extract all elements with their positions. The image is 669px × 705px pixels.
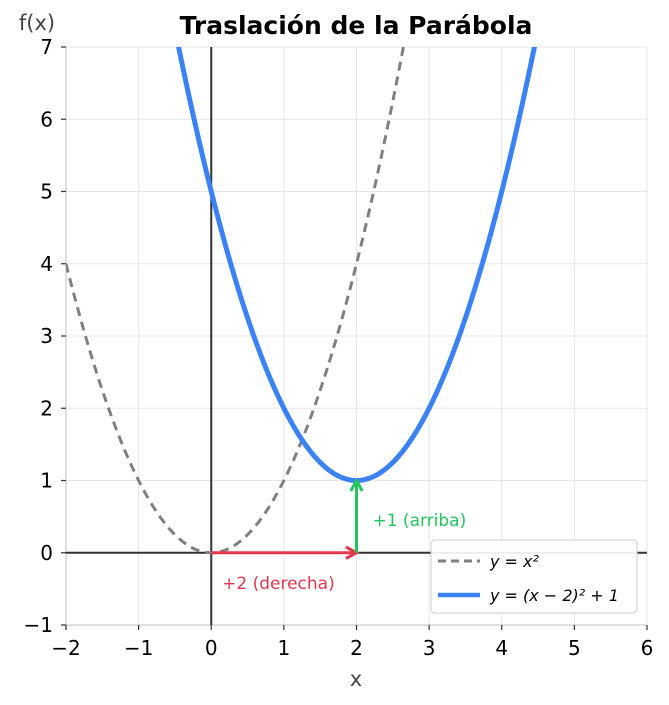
chart-title: Traslación de la Parábola bbox=[180, 11, 533, 40]
x-tick-label: 1 bbox=[278, 636, 291, 660]
y-tick-label: 0 bbox=[40, 541, 53, 565]
y-tick-label: −1 bbox=[24, 613, 53, 637]
x-tick-label: −1 bbox=[124, 636, 153, 660]
shift-up-arrow-head bbox=[349, 477, 364, 492]
y-tick-labels: −1 0 1 2 3 4 5 6 7 bbox=[24, 35, 53, 637]
legend-label-shifted: y = (x − 2)² + 1 bbox=[489, 586, 619, 605]
annotations: +2 (derecha) +1 (arriba) bbox=[211, 477, 466, 594]
x-tick-label: 3 bbox=[423, 636, 436, 660]
parent-parabola-line bbox=[66, 47, 405, 555]
x-tick-label: −2 bbox=[51, 636, 80, 660]
x-tick-label: 6 bbox=[641, 636, 654, 660]
shift-right-label: +2 (derecha) bbox=[222, 574, 335, 594]
x-tick-label: 5 bbox=[568, 636, 581, 660]
shift-up-label: +1 (arriba) bbox=[372, 511, 466, 531]
y-tick-label: 6 bbox=[40, 107, 53, 131]
y-tick-label: 2 bbox=[40, 396, 53, 420]
legend: y = x² y = (x − 2)² + 1 bbox=[430, 539, 638, 614]
x-axis-label: x bbox=[350, 667, 362, 691]
x-tick-label: 0 bbox=[205, 636, 218, 660]
y-tick-label: 7 bbox=[40, 35, 53, 59]
legend-label-parent: y = x² bbox=[489, 552, 540, 571]
y-axis-label: f(x) bbox=[19, 11, 55, 35]
y-tick-label: 4 bbox=[40, 252, 53, 276]
x-tick-label: 4 bbox=[495, 636, 508, 660]
y-tick-label: 5 bbox=[40, 180, 53, 204]
y-tick-label: 1 bbox=[40, 469, 53, 493]
y-tick-label: 3 bbox=[40, 324, 53, 348]
legend-box bbox=[430, 539, 638, 614]
x-tick-labels: −2 −1 0 1 2 3 4 5 6 bbox=[51, 636, 653, 660]
x-tick-label: 2 bbox=[350, 636, 363, 660]
shift-up-arrow bbox=[349, 477, 364, 553]
